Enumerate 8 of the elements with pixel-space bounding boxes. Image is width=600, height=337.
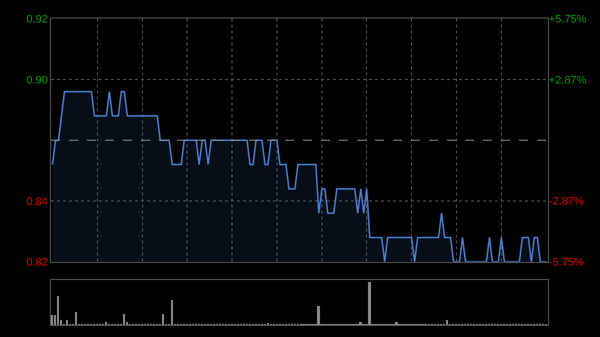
y2-tick-label: -2.87% [548, 196, 584, 208]
y-tick-label: 0.90 [26, 74, 48, 86]
y-tick-label: 0.82 [26, 256, 48, 269]
y-tick-label: 0.84 [26, 196, 48, 208]
y2-tick-label: +5.75% [548, 14, 587, 26]
y2-tick-label: +2.87% [548, 74, 587, 86]
y-tick-label: 0.92 [26, 14, 48, 26]
y2-tick-label: -5.75% [548, 256, 584, 269]
